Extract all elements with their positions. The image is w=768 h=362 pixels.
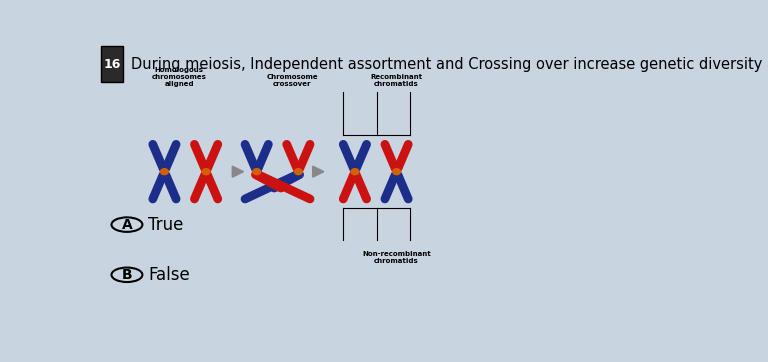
Text: Homologous
chromosomes
aligned: Homologous chromosomes aligned — [152, 67, 207, 87]
Text: Chromosome
crossover: Chromosome crossover — [266, 73, 318, 87]
Ellipse shape — [350, 168, 359, 175]
Text: 16: 16 — [104, 58, 121, 71]
Text: During meiosis, Independent assortment and Crossing over increase genetic divers: During meiosis, Independent assortment a… — [131, 57, 768, 72]
Ellipse shape — [201, 168, 210, 175]
Ellipse shape — [160, 168, 169, 175]
Text: A: A — [121, 218, 132, 232]
Text: Non-recombinant
chromatids: Non-recombinant chromatids — [362, 251, 431, 264]
Text: B: B — [121, 268, 132, 282]
Ellipse shape — [252, 168, 261, 175]
FancyBboxPatch shape — [101, 46, 124, 83]
Ellipse shape — [294, 168, 303, 175]
Text: False: False — [148, 266, 190, 284]
Text: True: True — [148, 216, 184, 233]
Ellipse shape — [392, 168, 401, 175]
Text: Recombinant
chromatids: Recombinant chromatids — [370, 73, 422, 87]
